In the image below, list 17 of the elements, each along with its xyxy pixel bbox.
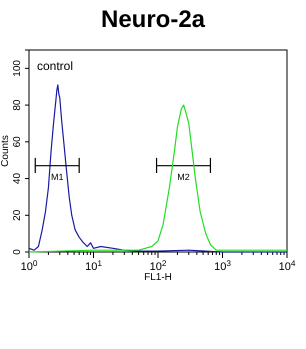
x-tick-label: 10$^{4}$ (278, 258, 296, 273)
x-tick-label: 10$^{0}$ (20, 258, 38, 273)
x-tick-label: 10$^{1}$ (85, 258, 102, 273)
y-tick-label: 80 (12, 99, 23, 111)
series-label: M1 (50, 172, 64, 182)
x-tick-label: 10$^{3}$ (214, 258, 232, 273)
chart-title: Neuro-2a (100, 6, 206, 33)
y-tick-label: 0 (12, 248, 23, 255)
y-tick-label: 100 (12, 60, 23, 77)
series-label: M2 (177, 172, 190, 182)
y-tick-label: 20 (12, 209, 23, 221)
annotation: control (37, 59, 74, 73)
x-tick-label: 10$^{2}$ (150, 258, 167, 273)
y-tick-label: 60 (12, 136, 23, 148)
y-tick-label: 40 (12, 172, 23, 184)
y-axis-title: Counts (0, 135, 11, 167)
x-axis-title: FL1-H (144, 272, 172, 283)
